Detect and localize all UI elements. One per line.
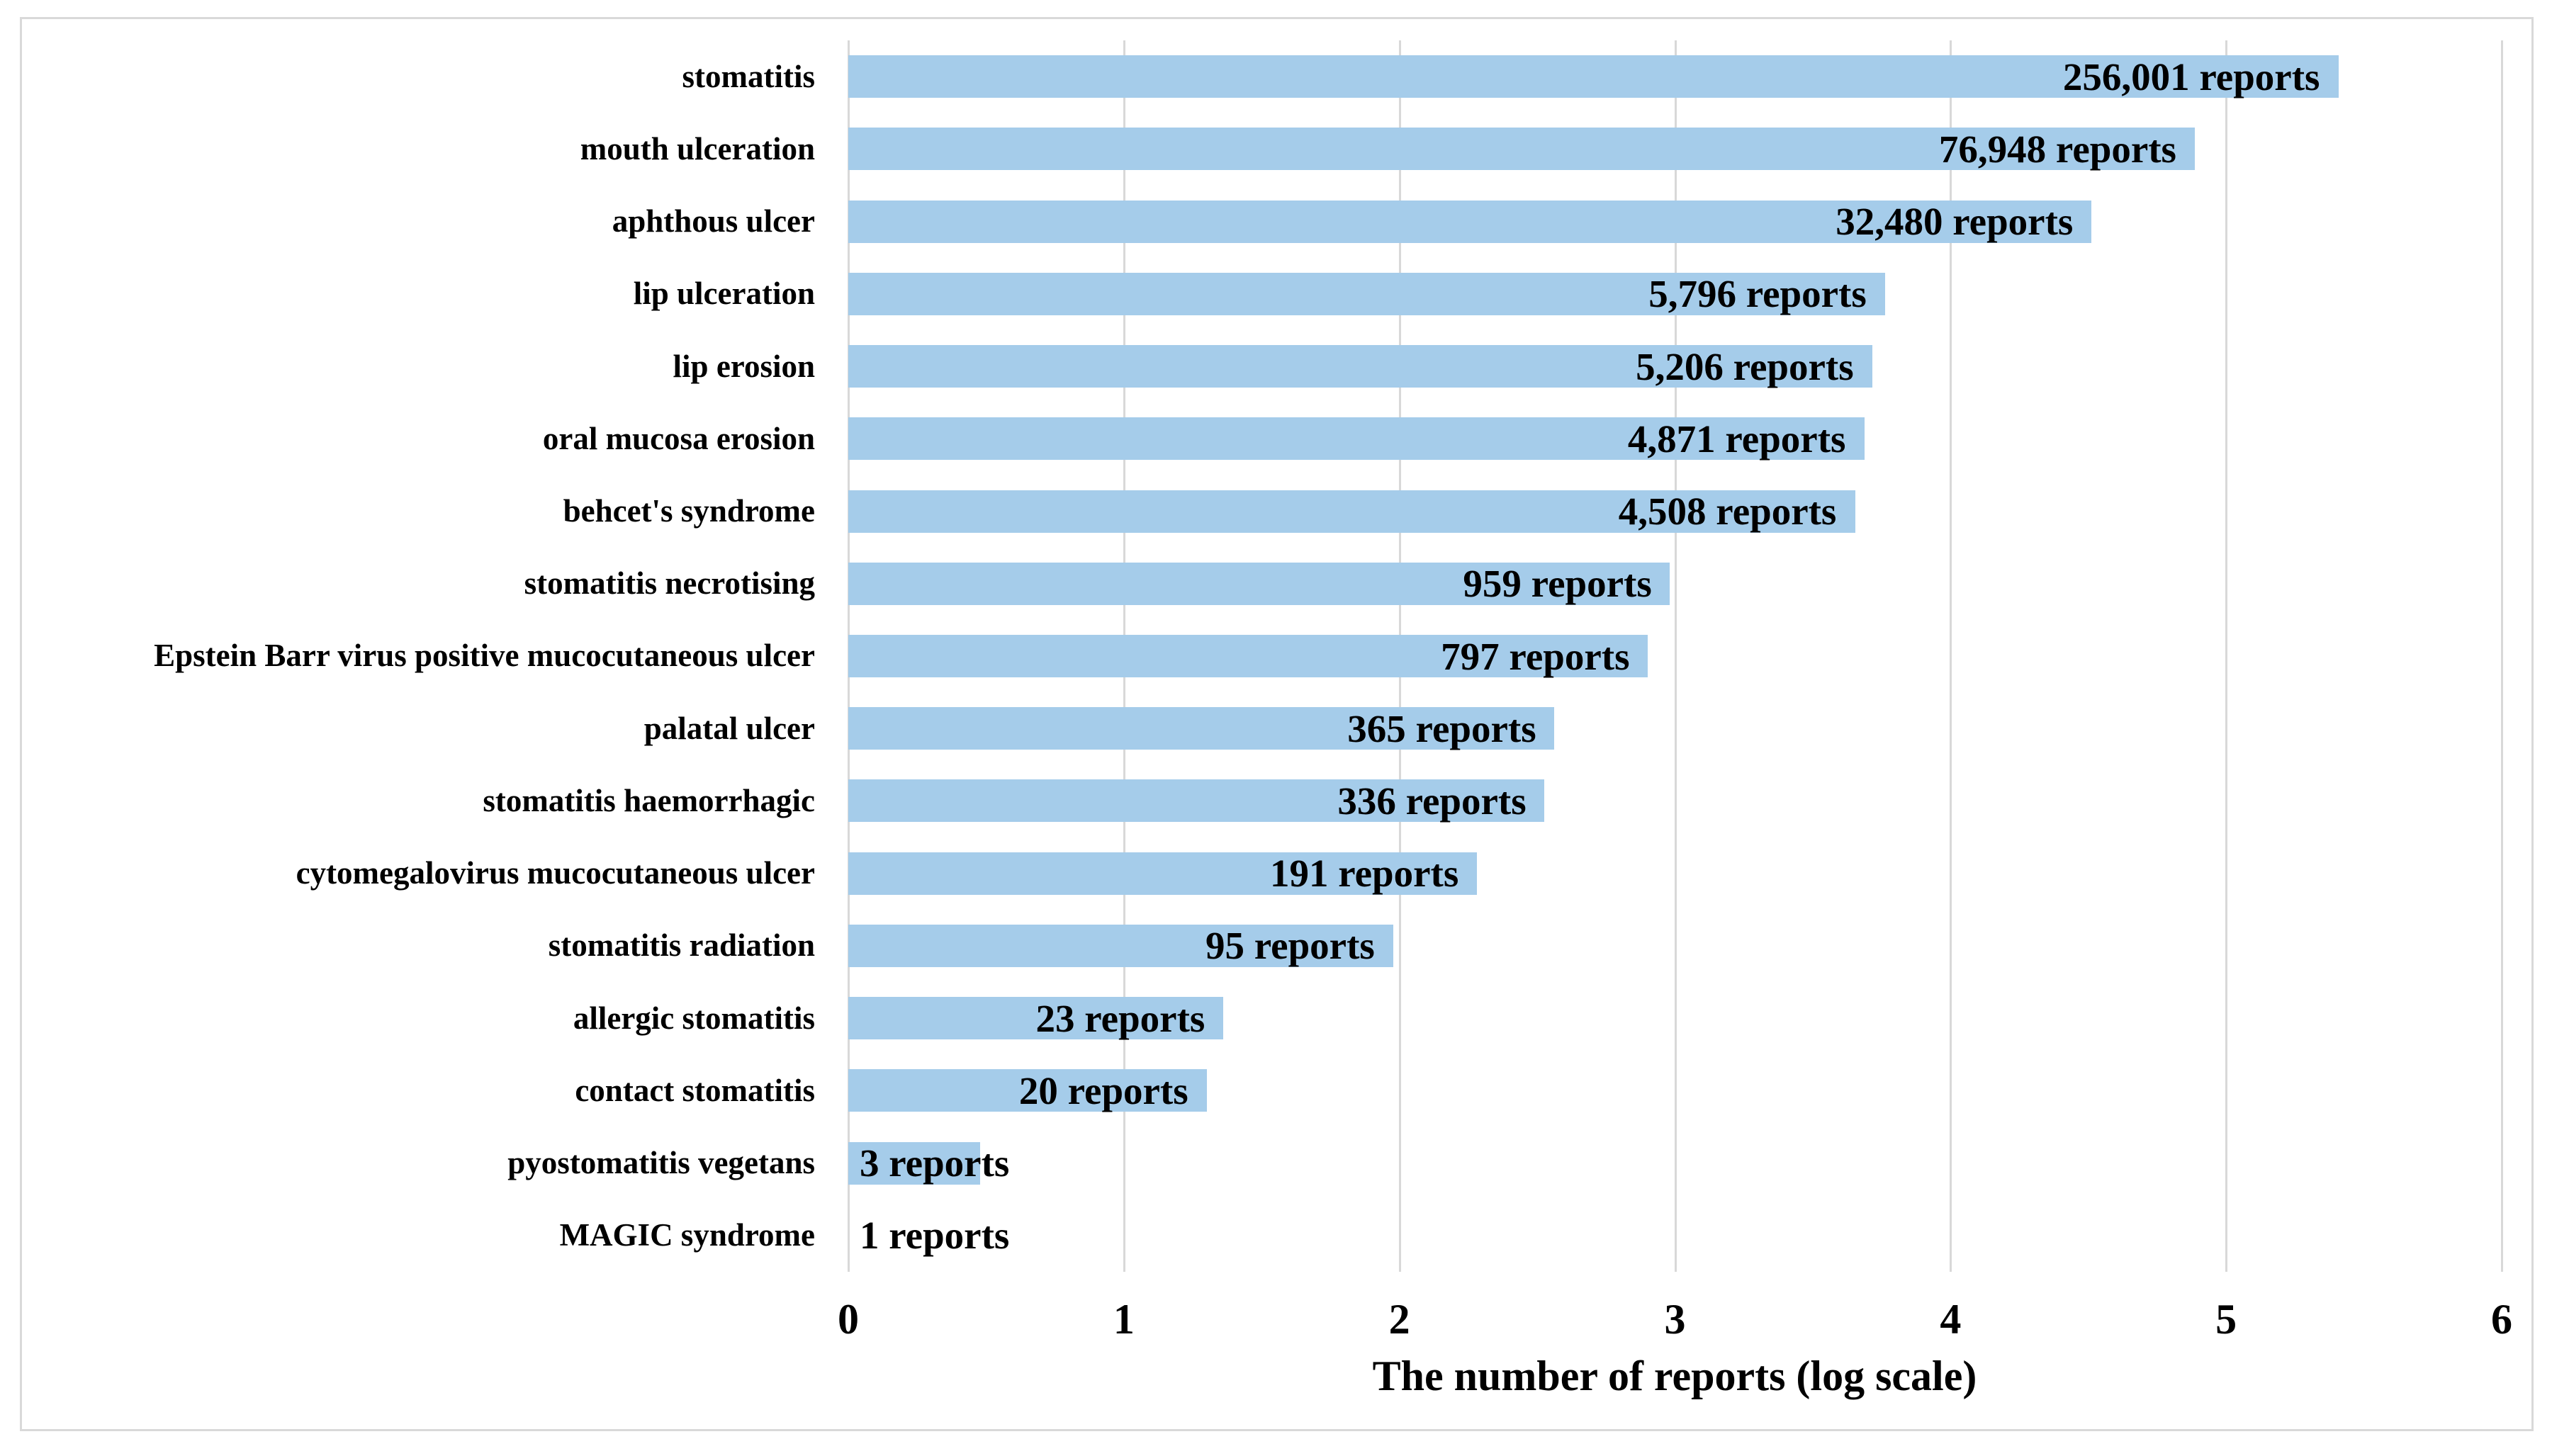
x-tick-label: 0 xyxy=(838,1296,859,1343)
value-label: 191 reports xyxy=(1269,852,1459,896)
bar xyxy=(848,200,2092,243)
value-label: 797 reports xyxy=(1441,634,1630,678)
bar xyxy=(848,272,1886,315)
category-label: lip ulceration xyxy=(633,276,815,312)
bar xyxy=(848,345,1873,388)
category-label: behcet's syndrome xyxy=(563,493,815,529)
bar xyxy=(848,635,1648,677)
bar xyxy=(848,924,1393,967)
gridline xyxy=(1674,40,1677,1272)
value-label: 256,001 reports xyxy=(2062,55,2320,98)
value-label: 959 reports xyxy=(1463,562,1652,606)
bar xyxy=(848,1069,1207,1112)
value-label: 95 reports xyxy=(1205,924,1375,968)
x-tick-label: 5 xyxy=(2215,1296,2237,1343)
bar xyxy=(848,490,1855,533)
value-label: 76,948 reports xyxy=(1938,127,2176,171)
category-label: pyostomatitis vegetans xyxy=(507,1145,815,1181)
value-label: 365 reports xyxy=(1347,706,1536,750)
bar xyxy=(848,997,1224,1040)
category-label: MAGIC syndrome xyxy=(559,1217,815,1253)
value-label: 4,871 reports xyxy=(1627,417,1846,461)
category-label: lip erosion xyxy=(673,348,815,384)
bar xyxy=(848,852,1477,895)
gridline xyxy=(1950,40,1952,1272)
value-label: 1 reports xyxy=(860,1214,1010,1258)
bar xyxy=(848,1141,980,1185)
category-label: cytomegalovirus mucocutaneous ulcer xyxy=(296,855,815,891)
gridline xyxy=(2225,40,2228,1272)
x-tick-label: 2 xyxy=(1388,1296,1410,1343)
bar xyxy=(848,562,1670,605)
bar xyxy=(848,417,1865,461)
category-label: stomatitis xyxy=(682,58,815,94)
category-label: stomatitis radiation xyxy=(548,927,815,964)
value-label: 3 reports xyxy=(860,1141,1010,1185)
category-label: mouth ulceration xyxy=(580,130,815,167)
category-label: contact stomatitis xyxy=(575,1072,815,1108)
bar xyxy=(848,55,2339,98)
x-tick-label: 3 xyxy=(1664,1296,1686,1343)
value-label: 5,796 reports xyxy=(1648,272,1867,316)
value-label: 4,508 reports xyxy=(1618,490,1837,534)
value-label: 20 reports xyxy=(1018,1068,1188,1112)
value-label: 5,206 reports xyxy=(1636,344,1854,388)
category-label: stomatitis haemorrhagic xyxy=(483,782,815,818)
x-axis-title: The number of reports (log scale) xyxy=(1372,1353,1977,1399)
category-label: palatal ulcer xyxy=(643,710,815,746)
value-label: 32,480 reports xyxy=(1836,200,2074,244)
value-label: 23 reports xyxy=(1035,996,1205,1040)
bar xyxy=(848,707,1555,750)
category-label: stomatitis necrotising xyxy=(524,565,815,602)
category-label: aphthous ulcer xyxy=(612,203,815,239)
bar xyxy=(848,779,1545,823)
x-tick-label: 1 xyxy=(1113,1296,1135,1343)
category-label: Epstein Barr virus positive mucocutaneou… xyxy=(154,638,815,674)
category-label: oral mucosa erosion xyxy=(542,420,815,456)
x-tick-label: 4 xyxy=(1940,1296,1962,1343)
x-tick-label: 6 xyxy=(2491,1296,2512,1343)
category-label: allergic stomatitis xyxy=(573,1000,815,1036)
gridline xyxy=(2501,40,2503,1272)
value-label: 336 reports xyxy=(1337,779,1527,823)
bar xyxy=(848,128,2195,171)
